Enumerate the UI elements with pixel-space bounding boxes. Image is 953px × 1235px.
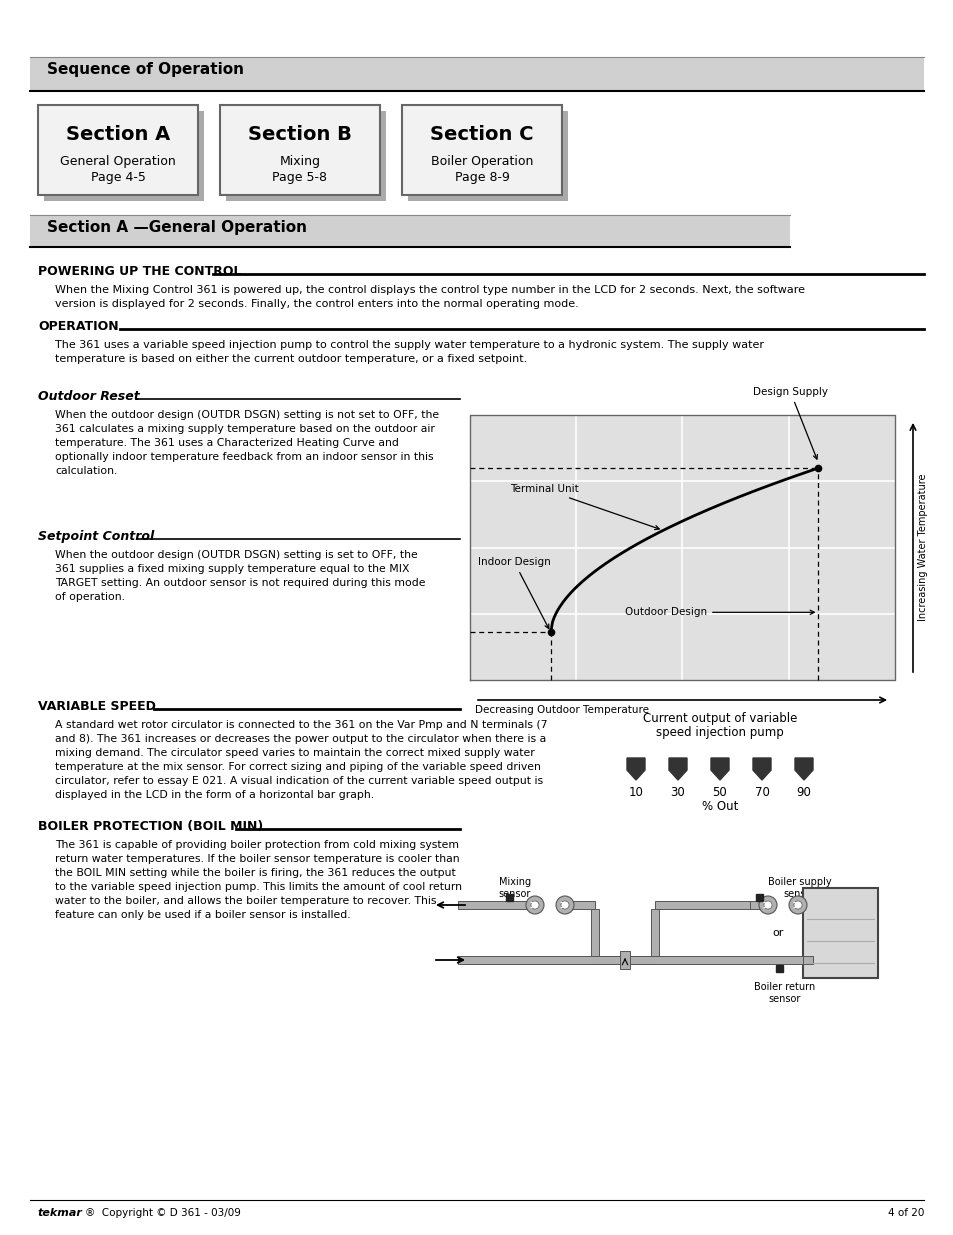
Text: 4 of 20: 4 of 20: [886, 1208, 923, 1218]
Circle shape: [525, 897, 543, 914]
Bar: [749, 902, 767, 909]
Text: or: or: [772, 927, 782, 937]
Text: Page 8-9: Page 8-9: [454, 170, 509, 184]
Text: Sequence of Operation: Sequence of Operation: [47, 62, 244, 77]
Bar: [408, 111, 567, 201]
Polygon shape: [710, 758, 728, 781]
Text: Increasing Water Temperature: Increasing Water Temperature: [917, 474, 927, 621]
Bar: [401, 105, 561, 195]
Text: Setpoint Control: Setpoint Control: [38, 530, 154, 543]
Bar: [38, 105, 198, 195]
Text: Outdoor Design: Outdoor Design: [624, 608, 814, 618]
Text: ®  Copyright © D 361 - 03/09: ® Copyright © D 361 - 03/09: [85, 1208, 240, 1218]
Text: When the Mixing Control 361 is powered up, the control displays the control type: When the Mixing Control 361 is powered u…: [55, 285, 804, 309]
Bar: [802, 956, 812, 965]
Text: Section C: Section C: [430, 125, 533, 144]
Text: When the outdoor design (OUTDR DSGN) setting is set to OFF, the
361 supplies a f: When the outdoor design (OUTDR DSGN) set…: [55, 550, 425, 601]
Text: POWERING UP THE CONTROL: POWERING UP THE CONTROL: [38, 266, 241, 278]
Text: Section A: Section A: [66, 125, 170, 144]
Text: Mixing
sensor: Mixing sensor: [498, 877, 531, 899]
Text: Boiler supply
sensor: Boiler supply sensor: [767, 877, 831, 899]
Bar: [564, 902, 595, 909]
Text: Page 4-5: Page 4-5: [91, 170, 145, 184]
Bar: [226, 111, 386, 201]
Text: 50: 50: [712, 785, 726, 799]
Bar: [655, 902, 749, 909]
Circle shape: [763, 902, 771, 909]
Bar: [797, 902, 802, 909]
Bar: [595, 956, 655, 965]
Text: tekmar: tekmar: [38, 1208, 83, 1218]
Polygon shape: [794, 758, 812, 781]
Text: Page 5-8: Page 5-8: [273, 170, 327, 184]
Text: The 361 is capable of providing boiler protection from cold mixing system
return: The 361 is capable of providing boiler p…: [55, 840, 461, 920]
Polygon shape: [626, 758, 644, 781]
Bar: [457, 956, 802, 965]
Bar: [30, 215, 789, 247]
Text: VARIABLE SPEED: VARIABLE SPEED: [38, 700, 155, 713]
Bar: [650, 909, 659, 956]
Bar: [776, 965, 782, 972]
Bar: [802, 888, 877, 977]
Text: Outdoor Reset: Outdoor Reset: [38, 390, 139, 403]
Text: Current output of variable: Current output of variable: [642, 713, 797, 725]
Bar: [44, 111, 204, 201]
Circle shape: [788, 897, 806, 914]
Circle shape: [556, 897, 574, 914]
Bar: [30, 57, 923, 91]
Text: % Out: % Out: [701, 800, 738, 813]
Text: Design Supply: Design Supply: [752, 387, 827, 459]
Text: Section A —General Operation: Section A —General Operation: [47, 220, 307, 235]
Text: Terminal Unit: Terminal Unit: [510, 484, 659, 530]
Text: Boiler Operation: Boiler Operation: [431, 156, 533, 168]
Text: speed injection pump: speed injection pump: [656, 726, 783, 739]
Text: 70: 70: [754, 785, 769, 799]
Bar: [220, 105, 379, 195]
Circle shape: [531, 902, 538, 909]
Text: BOILER PROTECTION (BOIL MIN): BOILER PROTECTION (BOIL MIN): [38, 820, 263, 832]
Text: Section B: Section B: [248, 125, 352, 144]
Bar: [619, 951, 629, 969]
Text: Boiler return
sensor: Boiler return sensor: [754, 982, 815, 1004]
Circle shape: [759, 897, 776, 914]
Circle shape: [793, 902, 801, 909]
Text: A standard wet rotor circulator is connected to the 361 on the Var Pmp and N ter: A standard wet rotor circulator is conne…: [55, 720, 547, 800]
Polygon shape: [668, 758, 686, 781]
Bar: [756, 893, 762, 900]
Text: Indoor Design: Indoor Design: [477, 557, 550, 629]
Text: Decreasing Outdoor Temperature: Decreasing Outdoor Temperature: [475, 705, 648, 715]
Text: 30: 30: [670, 785, 684, 799]
Circle shape: [560, 902, 568, 909]
Text: 90: 90: [796, 785, 811, 799]
Bar: [590, 909, 598, 956]
Text: The 361 uses a variable speed injection pump to control the supply water tempera: The 361 uses a variable speed injection …: [55, 340, 763, 364]
Text: Mixing: Mixing: [279, 156, 320, 168]
Polygon shape: [752, 758, 770, 781]
Bar: [470, 415, 894, 680]
Bar: [457, 902, 535, 909]
Text: When the outdoor design (OUTDR DSGN) setting is not set to OFF, the
361 calculat: When the outdoor design (OUTDR DSGN) set…: [55, 410, 438, 475]
Text: General Operation: General Operation: [60, 156, 175, 168]
Text: 10: 10: [628, 785, 642, 799]
Text: OPERATION: OPERATION: [38, 320, 118, 333]
Bar: [506, 893, 513, 900]
